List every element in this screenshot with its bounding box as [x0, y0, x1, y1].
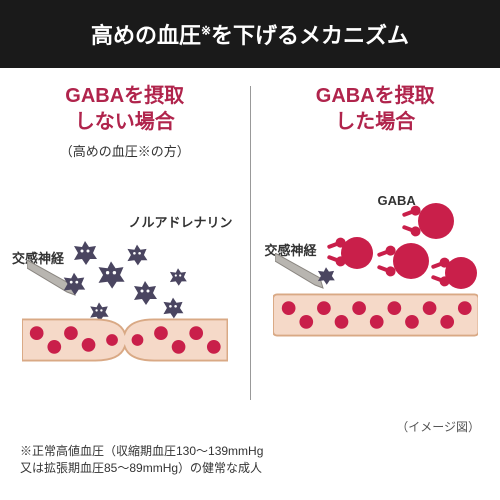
gaba-molecule — [418, 203, 454, 239]
gaba-molecule — [393, 243, 429, 279]
footnote: ※正常高値血圧（収縮期血圧130～139mmHg 又は拡張期血圧85～89mmH… — [0, 435, 500, 485]
gaba-molecule — [445, 257, 477, 289]
right-diagram: GABA 交感神経 — [263, 145, 489, 355]
image-note: （イメージ図） — [0, 418, 500, 435]
open-vessel — [273, 290, 479, 340]
left-diagram: ノルアドレナリン 交感神経 — [12, 170, 238, 380]
gaba-label: GABA — [378, 193, 416, 208]
virus-icon — [315, 265, 337, 287]
noradrenaline-label: ノルアドレナリン — [128, 212, 232, 231]
right-title: GABAを摂取した場合 — [263, 83, 489, 135]
virus-icon — [94, 258, 128, 292]
left-subtitle: （高めの血圧※の方） — [12, 141, 238, 160]
virus-icon — [167, 266, 189, 288]
virus-icon — [60, 270, 88, 298]
left-title: GABAを摂取しない場合 — [12, 83, 238, 135]
gaba-molecule — [341, 237, 373, 269]
left-panel: GABAを摂取しない場合 （高めの血圧※の方） ノルアドレナリン 交感神経 — [0, 68, 250, 418]
comparison-panels: GABAを摂取しない場合 （高めの血圧※の方） ノルアドレナリン 交感神経 — [0, 68, 500, 418]
header-title: 高めの血圧※を下げるメカニズム — [0, 0, 500, 68]
virus-icon — [130, 278, 160, 308]
virus-icon — [124, 242, 150, 268]
right-panel: GABAを摂取した場合 GABA 交感神経 — [251, 68, 500, 418]
constricted-vessel — [22, 315, 228, 365]
